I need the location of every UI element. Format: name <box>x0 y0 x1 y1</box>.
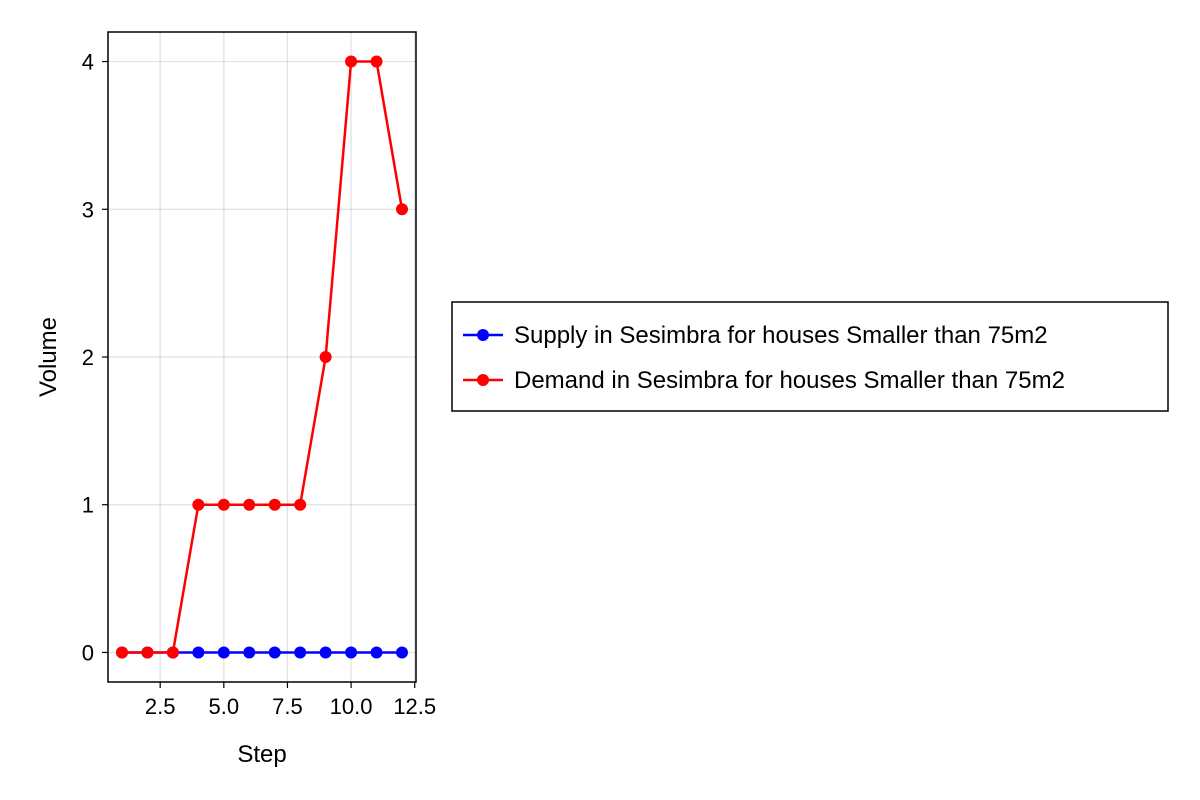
data-point <box>294 646 307 659</box>
data-point <box>370 646 383 659</box>
x-axis-title: Step <box>237 741 286 768</box>
data-point <box>217 498 230 511</box>
y-tick-label: 0 <box>82 640 94 665</box>
data-point <box>217 646 230 659</box>
data-point <box>268 498 281 511</box>
y-tick-label: 2 <box>82 345 94 370</box>
data-point <box>141 646 154 659</box>
y-tick-label: 3 <box>82 197 94 222</box>
data-point <box>116 646 128 659</box>
data-point <box>396 203 408 216</box>
data-point <box>396 646 408 659</box>
data-point <box>319 646 332 659</box>
data-point <box>243 646 256 659</box>
x-tick-label: 12.5 <box>393 694 436 719</box>
data-point <box>192 646 205 659</box>
y-tick-label: 4 <box>82 50 94 75</box>
data-point <box>243 498 256 511</box>
legend-item: Demand in Sesimbra for houses Smaller th… <box>463 367 1065 394</box>
legend: Supply in Sesimbra for houses Smaller th… <box>451 301 1169 412</box>
legend-marker-swatch <box>477 329 489 341</box>
data-point <box>166 646 179 659</box>
series-layer <box>116 55 408 659</box>
data-point <box>319 351 332 363</box>
x-tick-label: 7.5 <box>272 694 303 719</box>
x-tick-label: 2.5 <box>145 694 176 719</box>
x-tick-label: 10.0 <box>330 694 373 719</box>
axis-ticks: 2.5 5.0 7.5 10.0 12.5 0 1 2 3 4 <box>82 50 436 719</box>
series-demand <box>116 55 408 659</box>
y-tick-label: 1 <box>82 493 94 518</box>
x-tick-label: 5.0 <box>209 694 240 719</box>
legend-marker-swatch <box>477 374 489 386</box>
y-axis-title: Volume <box>35 317 62 397</box>
data-point <box>345 646 358 659</box>
data-point <box>345 55 358 68</box>
data-point <box>370 55 383 68</box>
data-point <box>192 498 205 511</box>
legend-item: Supply in Sesimbra for houses Smaller th… <box>463 322 1048 349</box>
data-point <box>294 498 307 511</box>
legend-box <box>451 301 1169 412</box>
data-point <box>268 646 281 659</box>
legend-label: Demand in Sesimbra for houses Smaller th… <box>514 367 1065 394</box>
grid-lines <box>108 32 416 682</box>
legend-label: Supply in Sesimbra for houses Smaller th… <box>514 322 1048 349</box>
